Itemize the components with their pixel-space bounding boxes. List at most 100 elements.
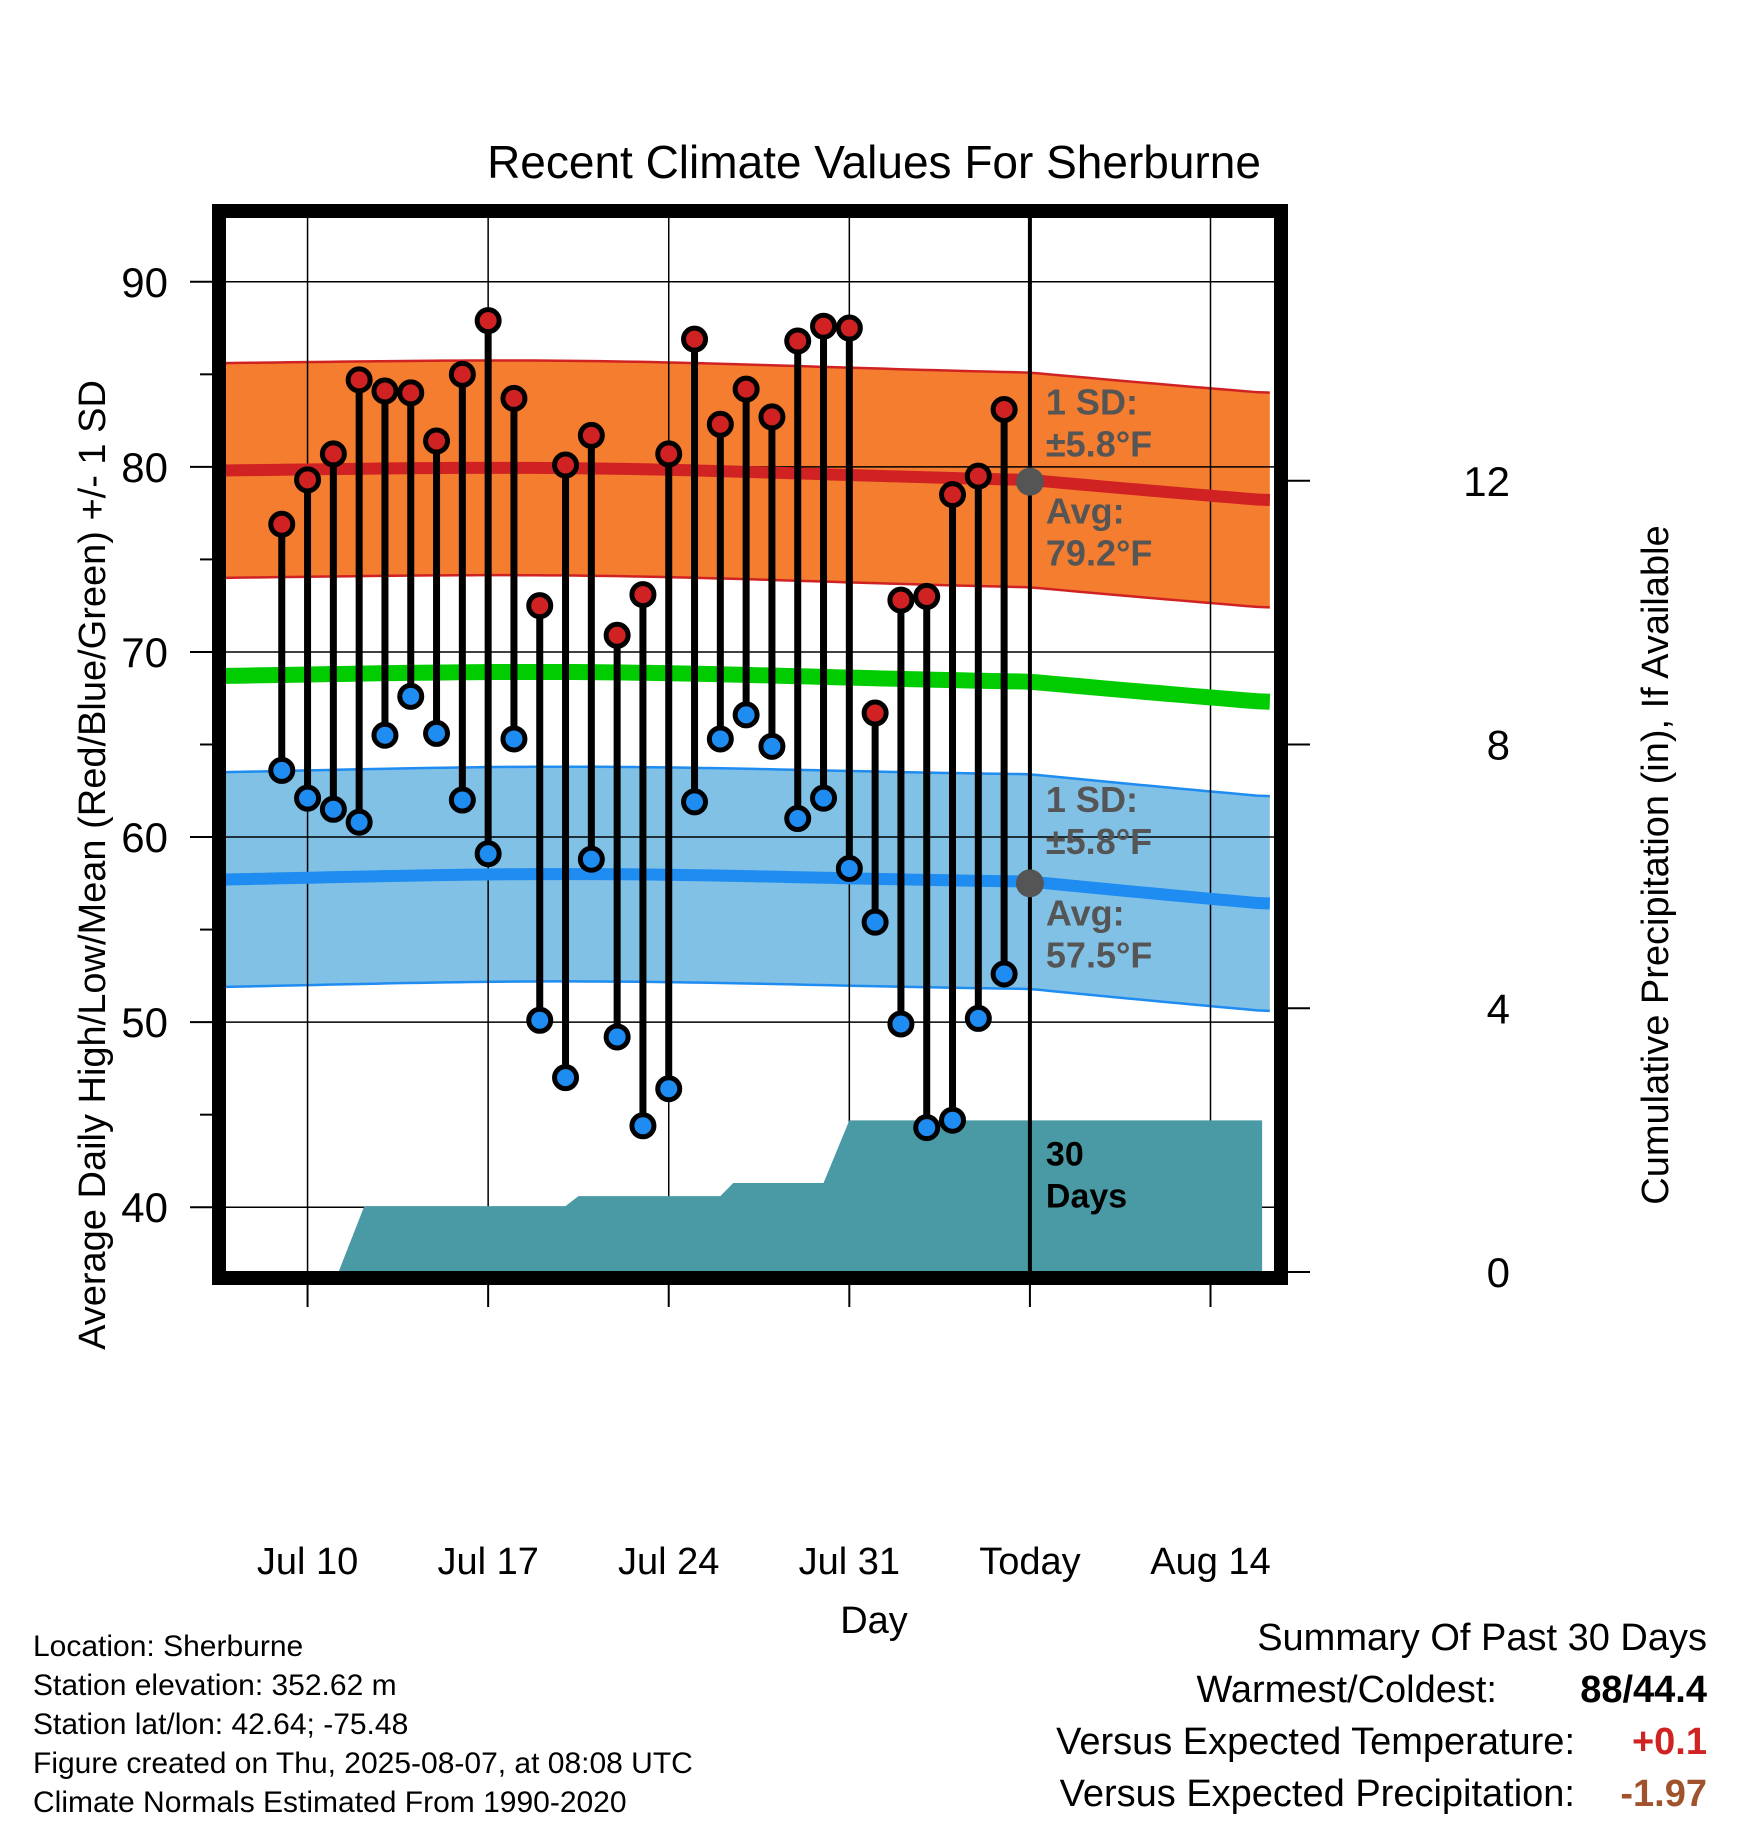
daily-low-point — [939, 1106, 967, 1134]
y-tick-label: 80 — [121, 444, 168, 491]
daily-high-point — [577, 421, 605, 449]
info-elevation: Station elevation: 352.62 m — [33, 1669, 397, 1702]
daily-low-point — [319, 795, 347, 823]
station-info: Location: Sherburne Station elevation: 3… — [33, 1627, 693, 1822]
today-normal-low-marker — [1015, 869, 1044, 898]
y-right-tick-label: 0 — [1487, 1249, 1510, 1296]
daily-high-point — [448, 360, 476, 388]
daily-high-point — [629, 581, 657, 609]
warm-cold-label: Warmest/Coldest: — [1196, 1669, 1497, 1711]
daily-low-point — [603, 1023, 631, 1051]
low-band-lower-edge — [225, 980, 1270, 1013]
low-band-upper-edge — [225, 765, 1270, 798]
daily-high-point — [371, 377, 399, 405]
x-tick-label: Jul 24 — [618, 1541, 719, 1583]
daily-high-point — [990, 395, 1018, 423]
y-tick-label: 70 — [121, 629, 168, 676]
daily-low-point — [526, 1006, 554, 1034]
vs-precip-label: Versus Expected Precipitation: — [1059, 1773, 1575, 1815]
daily-low-point — [913, 1114, 941, 1142]
precip-days-label: 30 Days — [1046, 1135, 1127, 1215]
daily-low-point — [423, 719, 451, 747]
daily-low-point — [835, 855, 863, 883]
daily-high-point — [552, 451, 580, 479]
x-tick-label: Aug 14 — [1150, 1541, 1270, 1583]
y-right-tick-label: 4 — [1487, 985, 1510, 1032]
x-tick-label: Today — [979, 1541, 1080, 1583]
x-axis-label: Day — [840, 1600, 908, 1642]
x-tick-label: Jul 10 — [257, 1541, 358, 1583]
high-sd-annotation: 1 SD: ±5.8°F — [1046, 382, 1152, 465]
summary-title: Summary Of Past 30 Days — [1257, 1617, 1707, 1659]
daily-low-point — [810, 784, 838, 812]
y-tick-label: 60 — [121, 814, 168, 861]
daily-high-point — [964, 462, 992, 490]
info-location: Location: Sherburne — [33, 1630, 304, 1663]
x-tick-label: Jul 17 — [437, 1541, 538, 1583]
daily-low-point — [655, 1075, 683, 1103]
info-normals-period: Climate Normals Estimated From 1990-2020 — [33, 1786, 627, 1819]
daily-high-point — [732, 375, 760, 403]
daily-low-point — [758, 732, 786, 760]
x-tick-label: Jul 31 — [799, 1541, 900, 1583]
daily-high-point — [681, 325, 709, 353]
info-latlon: Station lat/lon: 42.64; -75.48 — [33, 1708, 409, 1741]
daily-high-point — [758, 403, 786, 431]
daily-low-point — [706, 725, 734, 753]
daily-low-point — [964, 1004, 992, 1032]
daily-high-point — [939, 481, 967, 509]
warm-cold-value: 88/44.4 — [1580, 1669, 1707, 1711]
daily-high-point — [397, 379, 425, 407]
daily-low-point — [268, 756, 296, 784]
daily-high-point — [526, 592, 554, 620]
daily-low-point — [397, 682, 425, 710]
high-band-upper-edge — [225, 359, 1270, 394]
daily-high-point — [655, 440, 683, 468]
daily-high-point — [810, 312, 838, 340]
daily-low-point — [629, 1112, 657, 1140]
daily-high-point — [294, 466, 322, 494]
today-normal-high-marker — [1015, 467, 1044, 496]
vs-precip-value: -1.97 — [1620, 1773, 1707, 1815]
y-axis-right-label: Cumulative Precipitation (in), If Availa… — [1635, 525, 1677, 1204]
coldest-value: 44.4 — [1633, 1669, 1707, 1711]
daily-low-point — [294, 784, 322, 812]
daily-low-point — [500, 725, 528, 753]
y-right-tick-label: 8 — [1487, 722, 1510, 769]
y-tick-label: 90 — [121, 259, 168, 306]
daily-high-point — [603, 621, 631, 649]
daily-low-point — [345, 808, 373, 836]
normal-low-line — [225, 868, 1271, 910]
info-created: Figure created on Thu, 2025-08-07, at 08… — [33, 1747, 693, 1780]
daily-high-point — [268, 510, 296, 538]
daily-high-point — [706, 410, 734, 438]
daily-high-point — [474, 307, 502, 335]
daily-high-point — [861, 699, 889, 727]
daily-low-point — [732, 701, 760, 729]
daily-high-point — [423, 427, 451, 455]
daily-low-point — [552, 1064, 580, 1092]
low-sd-annotation: 1 SD: ±5.8°F — [1046, 779, 1152, 862]
y-tick-label: 40 — [121, 1184, 168, 1231]
daily-high-point — [835, 314, 863, 342]
daily-high-point — [784, 327, 812, 355]
chart-title: Recent Climate Values For Sherburne — [487, 136, 1261, 188]
daily-low-point — [371, 721, 399, 749]
vs-temp-value: +0.1 — [1631, 1721, 1707, 1763]
daily-low-point — [577, 845, 605, 873]
warmest-value: 88 — [1580, 1669, 1623, 1711]
daily-low-point — [474, 840, 502, 868]
daily-high-point — [319, 440, 347, 468]
daily-low-point — [681, 788, 709, 816]
daily-low-point — [448, 786, 476, 814]
high-avg-annotation: Avg: 79.2°F — [1046, 491, 1152, 574]
y-axis-label: Average Daily High/Low/Mean (Red/Blue/Gr… — [72, 380, 114, 1350]
low-avg-annotation: Avg: 57.5°F — [1046, 892, 1152, 975]
daily-high-point — [887, 586, 915, 614]
daily-low-point — [784, 805, 812, 833]
daily-high-point — [345, 366, 373, 394]
plot-frame — [212, 204, 1288, 1285]
daily-low-point — [887, 1010, 915, 1038]
daily-low-point — [861, 908, 889, 936]
